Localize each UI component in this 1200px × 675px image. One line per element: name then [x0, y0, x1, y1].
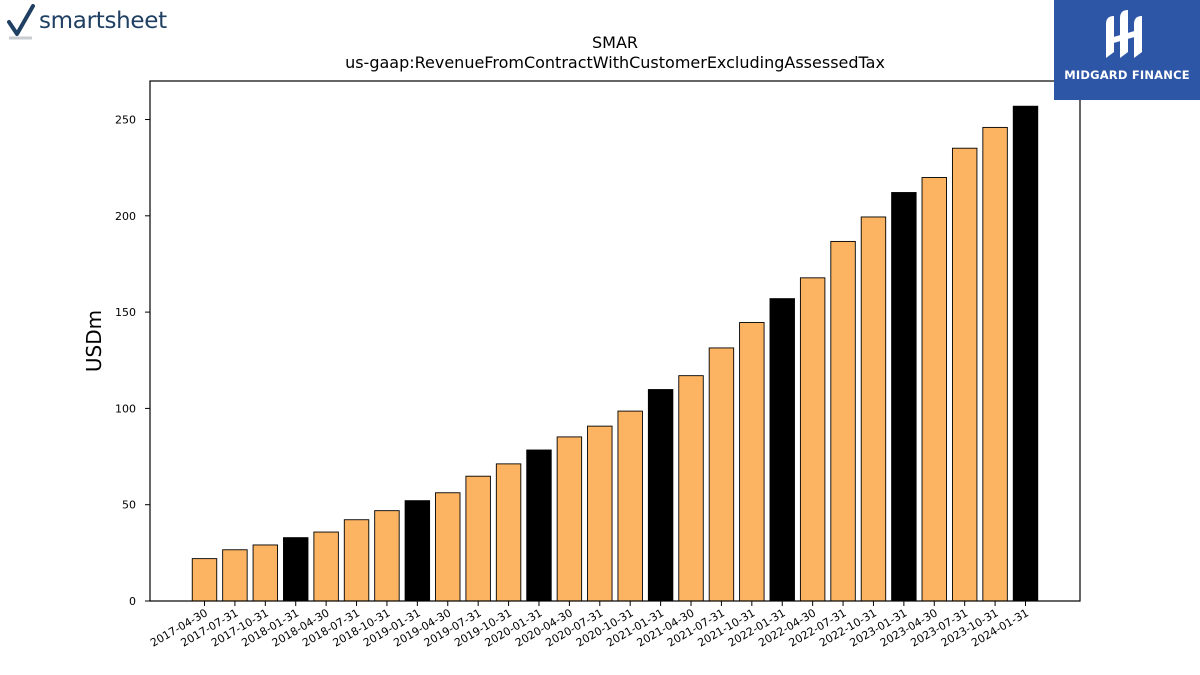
bar — [647, 389, 674, 602]
bar — [495, 463, 522, 602]
smartsheet-logo: smartsheet — [6, 4, 181, 42]
midgard-finance-wordmark: MIDGARD FINANCE — [1064, 68, 1190, 82]
bar — [799, 277, 826, 602]
plot-frame — [149, 80, 1081, 602]
bar — [951, 147, 978, 602]
bar — [404, 500, 431, 602]
y-tick-label: 250 — [115, 114, 136, 127]
chart-subtitle: us-gaap:RevenueFromContractWithCustomerE… — [345, 53, 885, 72]
y-tick-label: 150 — [115, 306, 136, 319]
bar — [435, 492, 461, 602]
bar — [283, 537, 309, 602]
midgard-finance-logo: MIDGARD FINANCE — [1054, 0, 1200, 100]
bar — [891, 192, 917, 602]
bar — [222, 549, 248, 602]
y-tick-label: 200 — [115, 210, 136, 223]
y-tick-label: 50 — [122, 499, 136, 512]
bar — [982, 126, 1008, 602]
bar-series — [191, 105, 1039, 602]
bar — [556, 436, 583, 602]
y-axis: 0 50 100 150 200 250 — [115, 114, 150, 608]
y-tick-label: 0 — [129, 595, 136, 608]
bar — [526, 449, 552, 602]
bar — [617, 410, 643, 602]
x-axis: 2017-04-302017-07-312017-10-312018-01-31… — [148, 601, 1031, 650]
bar — [708, 347, 735, 602]
bar — [191, 558, 218, 602]
y-tick-label: 100 — [115, 402, 136, 415]
bar — [374, 510, 400, 602]
bar — [860, 216, 887, 602]
bar — [921, 177, 947, 602]
bar — [830, 240, 856, 602]
bar — [313, 531, 339, 602]
smartsheet-wordmark: smartsheet — [39, 8, 167, 34]
bar — [769, 298, 795, 602]
checkmark-icon — [7, 4, 35, 40]
bar — [678, 375, 704, 602]
bar — [587, 425, 613, 602]
bar — [465, 475, 491, 602]
chart-title: SMAR — [592, 33, 638, 52]
y-axis-label: USDm — [82, 310, 106, 372]
bar — [343, 519, 370, 602]
bar — [739, 322, 765, 602]
bar — [1012, 105, 1039, 602]
bar — [252, 544, 279, 602]
midgard-emblem-icon — [1106, 10, 1142, 58]
